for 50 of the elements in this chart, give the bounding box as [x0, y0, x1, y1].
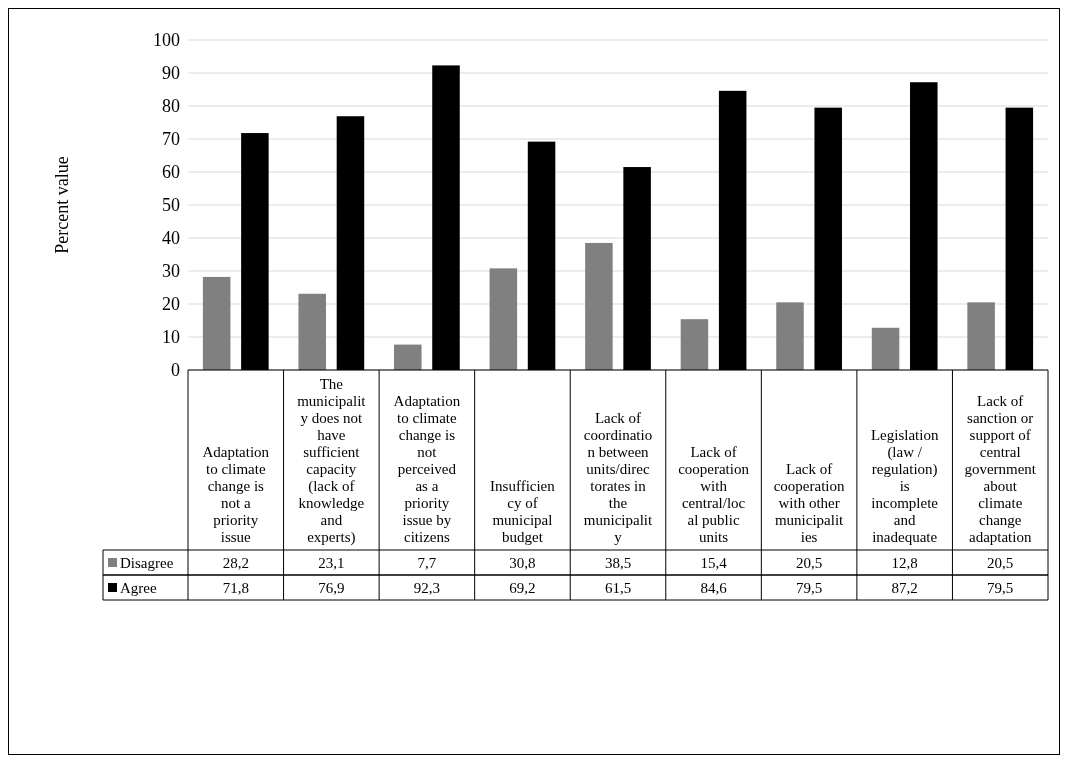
data-label: 23,1 — [318, 554, 345, 571]
data-label: 20,5 — [987, 554, 1014, 571]
x-tick-label: Adaptation to climate change is not a priority issue — [202, 444, 270, 545]
y-tick-label: 60 — [162, 162, 180, 183]
data-label: 61,5 — [604, 579, 632, 596]
data-label: 79,5 — [987, 579, 1014, 596]
data-label: 20,5 — [795, 554, 823, 571]
category-label: Lack of sanction or support of central government about climate change adaptation — [964, 393, 1037, 545]
x-tick-label: Lack of cooperation with other municipalities — [773, 461, 846, 545]
y-tick-label: 90 — [162, 63, 180, 84]
data-label: 69,2 — [509, 579, 536, 596]
bar — [489, 268, 518, 370]
bar — [871, 327, 900, 370]
bar — [394, 344, 422, 370]
bar — [967, 302, 995, 370]
y-tick-label: 30 — [162, 261, 180, 282]
y-axis-title: Percent value — [52, 156, 72, 254]
y-tick-label: 50 — [162, 195, 180, 216]
x-tick-label: Legislation (law / regulation) is incomplete and inadequate — [870, 427, 939, 545]
legend-label: Disagree — [120, 554, 174, 571]
bar — [776, 302, 804, 370]
y-tick-label: 70 — [162, 129, 180, 150]
bar — [680, 319, 709, 370]
data-label: 76,9 — [318, 579, 345, 596]
y-tick-label: 10 — [162, 327, 180, 348]
x-tick-label: Insufficiency of municipal budget — [490, 478, 556, 545]
data-label: 28,2 — [222, 554, 249, 571]
y-tick-label: 0 — [171, 360, 180, 381]
legend-label: Agree — [120, 579, 157, 596]
data-label: 79,5 — [795, 579, 823, 596]
x-tick-label: Lack of cooperation with central/local public units — [678, 444, 750, 545]
y-tick-label: 100 — [153, 30, 180, 51]
data-label: 92,3 — [413, 579, 441, 596]
y-tick-label: 20 — [162, 294, 180, 315]
data-label: 87,2 — [891, 579, 918, 596]
x-tick-label: Lack of coordination between units/directorates in the municipality — [583, 410, 653, 545]
y-tick-label: 40 — [162, 228, 180, 249]
data-label: 30,8 — [509, 554, 536, 571]
bar — [585, 242, 613, 370]
data-label: 71,8 — [222, 579, 249, 596]
category-label: Adaptation to climate change is not perceived as a priority issue by citizens — [393, 393, 461, 545]
data-label: 84,6 — [700, 579, 728, 596]
bar — [202, 276, 231, 370]
data-label: 7,7 — [417, 554, 437, 571]
data-label: 38,5 — [604, 554, 632, 571]
data-label: 12,8 — [891, 554, 918, 571]
category-label: The municipality does not have sufficient capacity (lack of knowledge and experts) — [297, 376, 366, 545]
y-tick-label: 80 — [162, 96, 180, 117]
bar — [298, 293, 326, 370]
data-label: 15,4 — [700, 554, 728, 571]
